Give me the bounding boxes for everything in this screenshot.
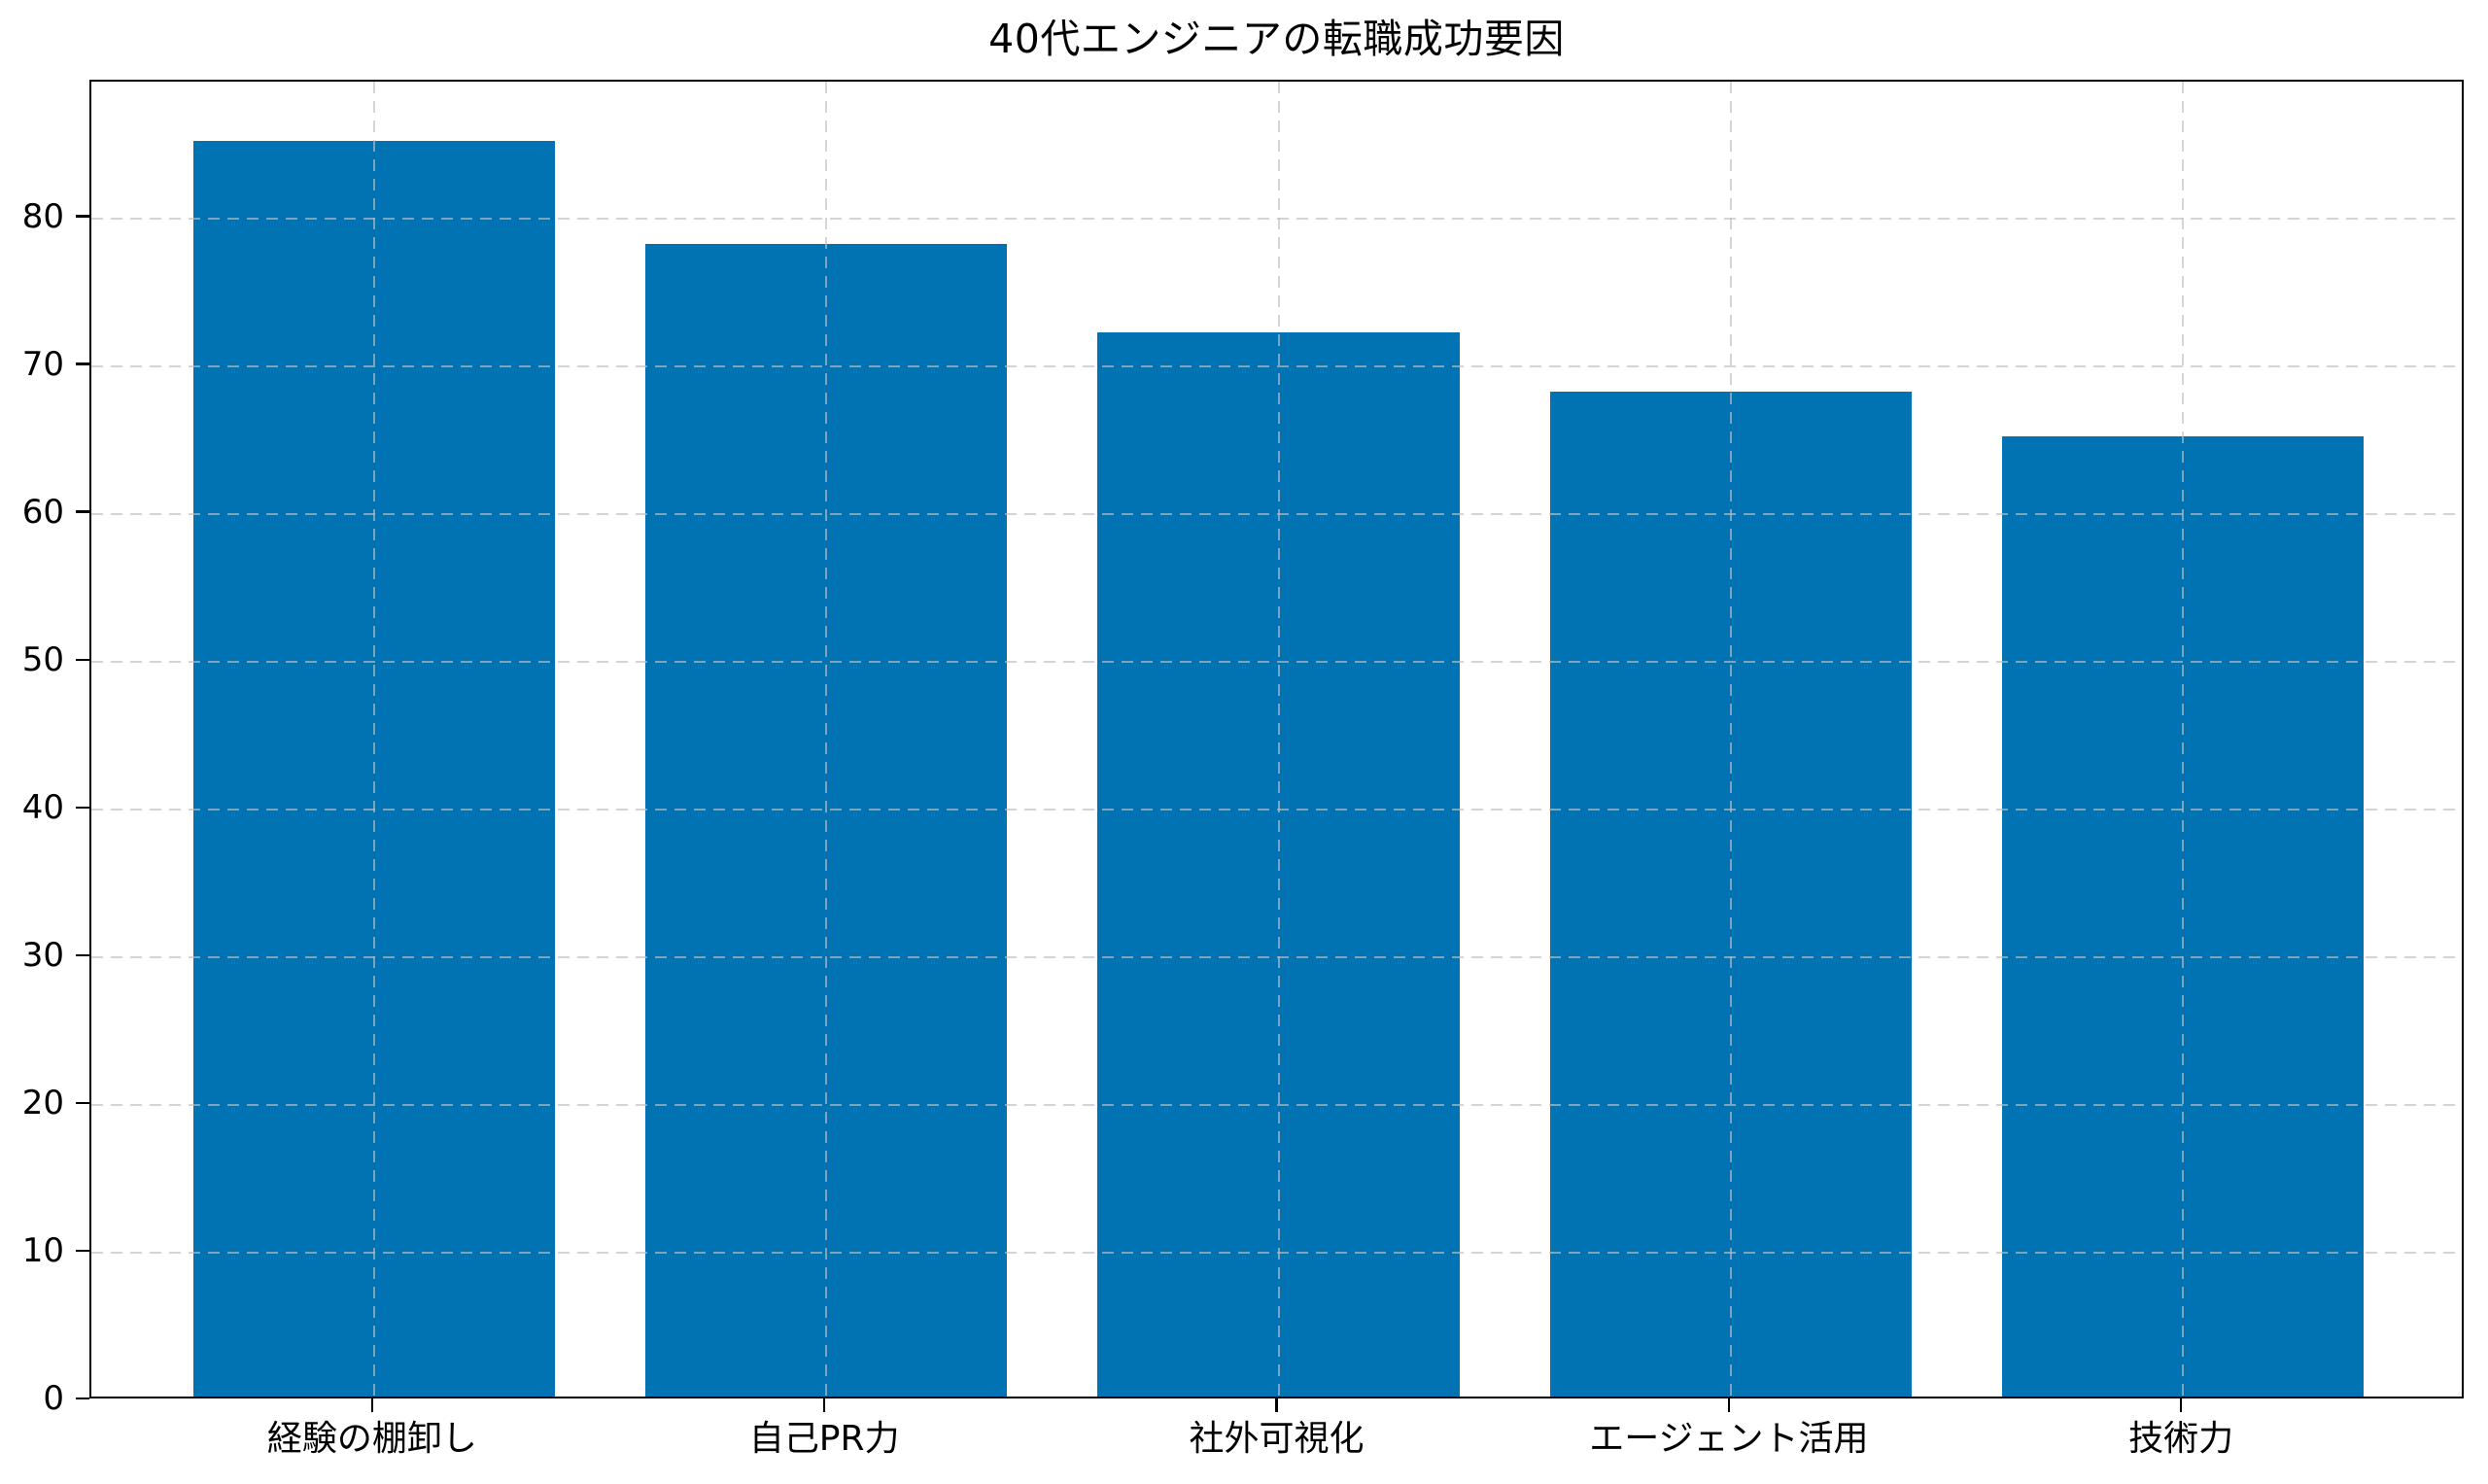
y-tick-label: 70 [21, 344, 64, 384]
chart-title: 40代エンジニアの転職成功要因 [988, 16, 1565, 62]
x-tick-mark [1275, 1398, 1278, 1412]
gridline-horizontal [91, 660, 2462, 663]
y-tick-mark [76, 1101, 89, 1105]
gridline-horizontal [91, 1103, 2462, 1106]
y-tick-mark [76, 1397, 89, 1400]
gridline-horizontal [91, 808, 2462, 811]
y-tick-mark [76, 362, 89, 365]
gridline-vertical [2182, 82, 2185, 1397]
y-tick-mark [76, 510, 89, 513]
gridline-vertical [372, 82, 375, 1397]
gridline-horizontal [91, 364, 2462, 367]
x-tick-mark [1727, 1398, 1731, 1412]
y-tick-label: 50 [21, 639, 64, 679]
y-tick-label: 30 [21, 935, 64, 975]
x-tick-label: 経験の棚卸し [266, 1419, 477, 1459]
x-tick-mark [370, 1398, 374, 1412]
gridline-vertical [825, 82, 828, 1397]
y-tick-mark [76, 806, 89, 810]
y-tick-mark [76, 1249, 89, 1253]
plot-area [89, 80, 2464, 1398]
y-tick-mark [76, 953, 89, 957]
y-tick-label: 60 [21, 492, 64, 532]
gridline-horizontal [91, 217, 2462, 220]
gridline-vertical [1729, 82, 1732, 1397]
x-tick-mark [822, 1398, 826, 1412]
gridline-horizontal [91, 955, 2462, 958]
y-tick-label: 80 [21, 196, 64, 236]
y-tick-label: 40 [21, 787, 64, 827]
x-tick-mark [2179, 1398, 2183, 1412]
gridline-horizontal [91, 1251, 2462, 1254]
x-tick-label: 技術力 [2128, 1419, 2234, 1459]
y-tick-mark [76, 658, 89, 662]
x-tick-label: 自己PR力 [748, 1419, 900, 1459]
gridline-vertical [1277, 82, 1280, 1397]
y-tick-label: 20 [21, 1083, 64, 1122]
gridline-horizontal [91, 512, 2462, 515]
x-tick-label: エージェント活用 [1589, 1419, 1869, 1459]
y-tick-label: 0 [43, 1379, 64, 1418]
x-tick-label: 社外可視化 [1189, 1419, 1365, 1459]
y-tick-label: 10 [21, 1230, 64, 1270]
y-tick-mark [76, 215, 89, 218]
